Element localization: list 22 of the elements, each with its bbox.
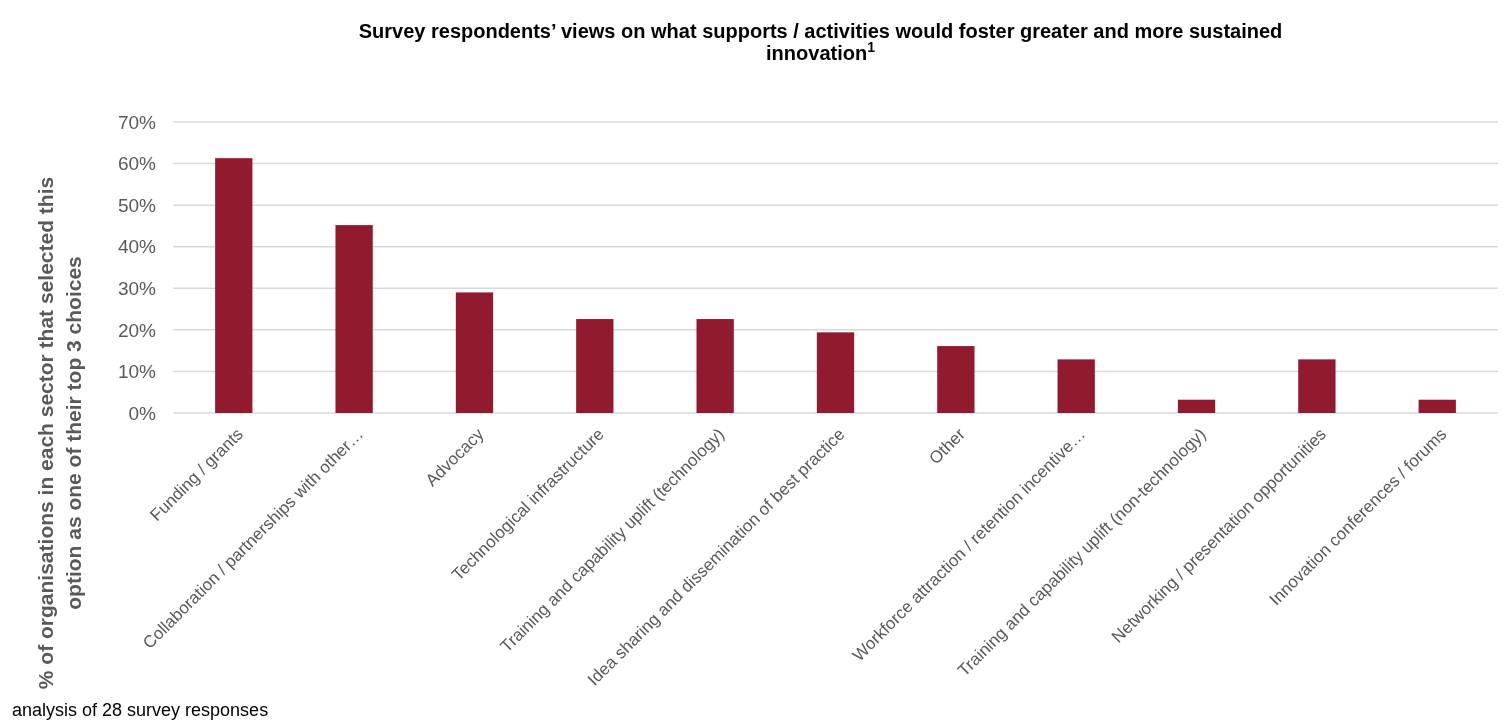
text: analysis of 28 survey responses — [12, 700, 269, 720]
bar — [455, 292, 494, 413]
y-tick-label: 50% — [117, 194, 157, 216]
y-tick-label: 40% — [117, 236, 157, 258]
y-axis-title: % of organisations in each sector that selected this option as one of their top 3 choices — [34, 176, 85, 690]
bar — [816, 332, 855, 413]
bar — [1177, 399, 1216, 413]
bar — [937, 346, 975, 413]
bar — [215, 158, 253, 413]
bar — [1057, 359, 1095, 413]
y-tick-label: 0% — [128, 402, 157, 424]
y-tick-label: 60% — [117, 153, 157, 175]
y-tick-label: 20% — [117, 319, 157, 341]
bar — [335, 225, 373, 413]
y-tick-label: 10% — [117, 361, 157, 383]
chart-title: Survey respondents’ views on what supports / activities would foster greater and more sustained innovation$^{1}$ — [358, 20, 1283, 64]
bar — [1418, 399, 1456, 413]
bar — [1298, 359, 1336, 413]
y-tick-label: 70% — [117, 111, 157, 133]
y-tick-label: 30% — [117, 277, 157, 299]
bar — [576, 319, 614, 413]
bar — [696, 319, 734, 413]
